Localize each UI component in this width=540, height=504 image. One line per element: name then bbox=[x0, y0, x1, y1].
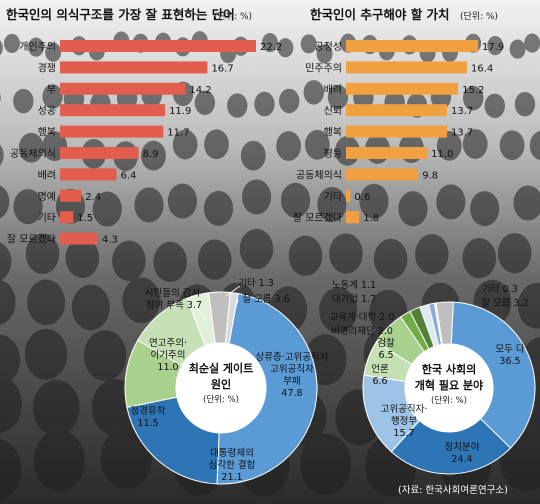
pie2-title-line2: 개혁 필요 분야 bbox=[415, 378, 483, 392]
slice-label: 기타 0.3 bbox=[482, 284, 518, 295]
bar-7 bbox=[60, 168, 117, 181]
value-label: 16.7 bbox=[211, 63, 233, 74]
slice-label: 노동계 1.1 bbox=[332, 279, 376, 291]
bar-3 bbox=[346, 82, 459, 95]
category-label: 기타 bbox=[38, 212, 56, 224]
bar-2 bbox=[60, 61, 208, 74]
category-label: 평등 bbox=[324, 148, 342, 160]
value-label: 14.2 bbox=[189, 85, 211, 96]
chart-values-pursue: 한국인이 추구해야 할 가치 (단위: %) 공정성 17.9 민주주의 16.4 배려… bbox=[293, 7, 504, 224]
slice-label: 대통령제의 심각한 결함 21.1 bbox=[209, 447, 256, 483]
category-label: 잘 모르겠다 bbox=[293, 212, 342, 224]
chart1-title: 한국인의 의식구조를 가장 잘 표현하는 단어 bbox=[6, 7, 235, 22]
value-label: 0.6 bbox=[354, 192, 370, 203]
slice-label: 시민들의 감시· 참여 부족 3.7 bbox=[145, 287, 203, 311]
slice-label: 정경유착 11.5 bbox=[131, 405, 166, 429]
value-label: 17.9 bbox=[482, 42, 504, 53]
category-label: 잘 모르겠다 bbox=[7, 234, 56, 246]
chart-pie-reform-areas: 모두 다 36.5 정치분야 24.4 고위공직자· 행정부 15.7 언론 6.6 검찰 6.5비… bbox=[330, 279, 536, 475]
category-label: 배려 bbox=[324, 84, 342, 96]
value-label: 16.4 bbox=[471, 63, 493, 74]
category-label: 부 bbox=[47, 85, 56, 96]
bar-7 bbox=[346, 168, 419, 181]
bar-5 bbox=[346, 125, 448, 138]
chart-values-words: 한국인의 의식구조를 가장 잘 표현하는 단어 (단위: %) 개인주의 22.2… bbox=[6, 7, 282, 246]
slice-label: 비영리재단 2.0 bbox=[331, 326, 393, 337]
bar-5 bbox=[60, 125, 164, 138]
slice-label: 연고주의· 이기주의 11.0 bbox=[149, 338, 187, 373]
category-label: 행복 bbox=[38, 127, 56, 139]
chart2-title: 한국인이 추구해야 할 가치 bbox=[310, 7, 450, 22]
category-label: 명예 bbox=[38, 191, 56, 203]
donut-center bbox=[176, 343, 266, 433]
chart2-unit: (단위: %) bbox=[460, 11, 498, 22]
slice-label: 모두 다 36.5 bbox=[495, 344, 524, 367]
category-label: 행복 bbox=[324, 127, 342, 139]
bar-1 bbox=[60, 40, 256, 52]
category-label: 신뢰 bbox=[324, 105, 342, 117]
bar-3 bbox=[60, 82, 186, 95]
value-label: 13.7 bbox=[451, 106, 473, 117]
bar-4 bbox=[346, 104, 448, 117]
slice-label: 언론 6.6 bbox=[371, 363, 389, 387]
pie2-title-line1: 한국 사회의 bbox=[422, 362, 476, 376]
category-label: 공동체의식 bbox=[296, 169, 342, 181]
slice-label: 잘 모름 3.6 bbox=[242, 293, 289, 305]
category-label: 경쟁 bbox=[38, 61, 56, 74]
bar-10 bbox=[60, 232, 98, 245]
category-label: 성공 bbox=[38, 105, 56, 117]
bar-1 bbox=[346, 40, 478, 52]
source-note: (자료: 한국사회여론연구소) bbox=[398, 485, 508, 496]
chart-pie-gate-cause: 상류층·고위공직자 고위공직자 부패 47.8 대통령제의 심각한 결함 21.1 정경유착 1… bbox=[124, 278, 329, 485]
category-label: 기타 bbox=[324, 191, 342, 203]
bar-8 bbox=[346, 189, 351, 202]
slice-label: 잘 모름 3.2 bbox=[481, 297, 528, 309]
category-label: 개인주의 bbox=[19, 41, 56, 53]
category-label: 공정성 bbox=[314, 41, 342, 53]
bar-6 bbox=[346, 147, 428, 159]
chart1-unit: (단위: %) bbox=[214, 11, 252, 22]
value-label: 11.7 bbox=[167, 128, 189, 139]
value-label: 4.3 bbox=[102, 235, 118, 246]
bar-9 bbox=[60, 211, 74, 224]
bar-4 bbox=[60, 104, 166, 117]
pie1-title-line2: 원인 bbox=[211, 377, 231, 391]
slice-label: 대기업 1.7 bbox=[332, 293, 376, 305]
value-label: 15.2 bbox=[462, 85, 484, 96]
category-label: 배려 bbox=[38, 169, 56, 181]
slice-label: 검찰 6.5 bbox=[377, 337, 395, 361]
category-label: 공동체의식 bbox=[10, 148, 56, 160]
donut-center bbox=[405, 344, 493, 432]
slice-label: 기타 1.3 bbox=[238, 278, 274, 289]
category-label: 민주주의 bbox=[305, 62, 342, 74]
pie1-unit: (단위: %) bbox=[203, 394, 239, 405]
bar-2 bbox=[346, 61, 467, 74]
value-label: 2.4 bbox=[85, 192, 101, 203]
bar-6 bbox=[60, 147, 139, 159]
slice-label: 고위공직자· 행정부 15.7 bbox=[381, 403, 428, 439]
value-label: 1.8 bbox=[363, 213, 379, 224]
value-label: 6.4 bbox=[121, 170, 137, 181]
pie1-title-line1: 최순실 게이트 bbox=[189, 361, 254, 375]
slice-label: 정치분야 24.4 bbox=[445, 441, 480, 465]
value-label: 22.2 bbox=[260, 42, 282, 53]
value-label: 11.0 bbox=[431, 149, 453, 160]
slice-label: 교육계·대학 2.0 bbox=[330, 311, 395, 323]
pie2-unit: (단위: %) bbox=[431, 395, 467, 406]
value-label: 9.8 bbox=[422, 170, 438, 181]
bar-8 bbox=[60, 189, 82, 202]
slice-label: 상류층·고위공직자 고위공직자 부패 47.8 bbox=[256, 351, 329, 399]
value-label: 11.9 bbox=[169, 106, 191, 117]
bar-9 bbox=[346, 211, 360, 224]
value-label: 8.9 bbox=[143, 149, 159, 160]
value-label: 13.7 bbox=[451, 128, 473, 139]
value-label: 1.5 bbox=[77, 213, 93, 224]
